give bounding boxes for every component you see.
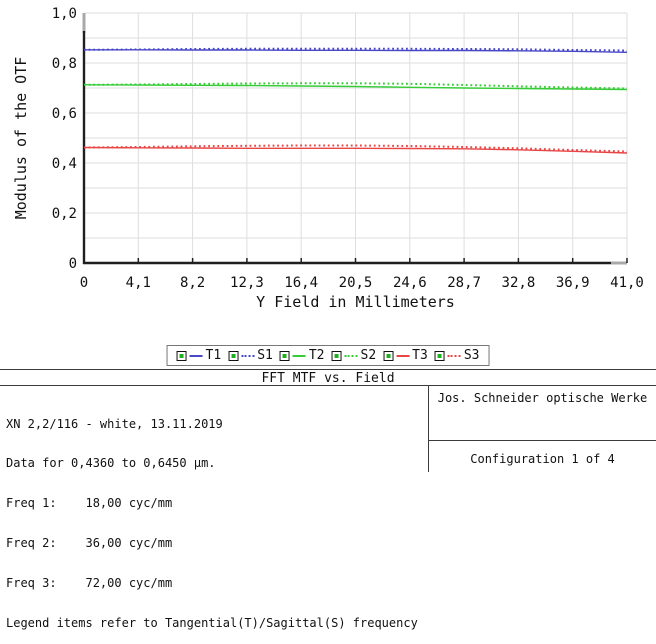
footer-top-rule xyxy=(0,369,656,370)
checkmark-icon xyxy=(231,353,236,358)
lens-name-line: XN 2,2/116 - white, 13.11.2019 xyxy=(6,416,223,431)
series-legend: T1 S1 T2 S2 T3 S3 xyxy=(166,345,490,366)
legend-line-sample-dotted xyxy=(447,354,461,357)
footer-right-divider xyxy=(429,440,656,441)
company-name: Jos. Schneider optische Werke xyxy=(437,391,648,405)
wavelength-line: Data for 0,4360 to 0,6450 µm. xyxy=(6,456,216,471)
x-tick-label: 32,8 xyxy=(502,275,536,291)
mtf-chart: 1,0 0,8 0,6 0,4 0,2 0 0 4,1 8,2 12,3 16,4 20,5 24,6 2… xyxy=(12,6,644,311)
x-axis-title: Y Field in Millimeters xyxy=(256,293,455,311)
x-tick-label: 12,3 xyxy=(230,275,264,291)
y-tick-label: 0,4 xyxy=(52,156,77,172)
legend-item-label: T1 xyxy=(205,348,222,363)
series-S1 xyxy=(83,47,628,52)
legend-item-label: T3 xyxy=(412,348,428,363)
mtf-plot-canvas: 1,0 0,8 0,6 0,4 0,2 00 4,1 8,2 12,3 16,4 20,5 24,6 2… xyxy=(12,6,644,311)
plot-title: FFT MTF vs. Field xyxy=(261,371,395,386)
x-tick-label: 36,9 xyxy=(556,275,590,291)
x-tick-label: 20,5 xyxy=(339,275,373,291)
series-S3 xyxy=(83,144,628,153)
y-tick-label: 0,6 xyxy=(52,106,77,122)
legend-item-S3[interactable]: S3 xyxy=(434,348,480,363)
checkmark-icon xyxy=(437,353,442,358)
legend-item-label: S3 xyxy=(463,348,480,363)
y-tick-label: 1,0 xyxy=(52,6,77,22)
x-tick-label: 16,4 xyxy=(284,275,318,291)
y-tick-label: 0,8 xyxy=(52,56,77,72)
series-T2 xyxy=(83,84,628,91)
legend-note-line: Legend items refer to Tangential(T)/Sagi… xyxy=(6,616,418,631)
x-tick-label: 0 xyxy=(80,275,88,291)
checkmark-icon xyxy=(386,353,391,358)
legend-item-label: S1 xyxy=(257,348,273,363)
legend-line-sample-solid xyxy=(396,354,410,357)
freq3-line: Freq 3: 72,00 cyc/mm xyxy=(6,576,173,591)
x-tick-label: 41,0 xyxy=(610,275,644,291)
legend-checkbox-icon[interactable] xyxy=(383,350,394,361)
legend-item-T1[interactable]: T1 xyxy=(176,348,222,363)
legend-item-label: T2 xyxy=(308,348,325,363)
checkmark-icon xyxy=(282,353,287,358)
legend-checkbox-icon[interactable] xyxy=(228,350,239,361)
series-T1 xyxy=(84,49,628,53)
y-tick-label: 0,2 xyxy=(52,206,77,222)
x-tick-label: 24,6 xyxy=(393,275,427,291)
legend-line-sample-solid xyxy=(189,354,203,357)
series-T3 xyxy=(83,146,628,154)
footer-title-rule xyxy=(0,385,656,386)
legend-line-sample-dotted xyxy=(241,354,255,357)
y-tick-label: 0 xyxy=(69,256,77,272)
legend-line-sample-dotted xyxy=(344,354,358,357)
footer-vertical-divider xyxy=(428,386,429,472)
legend-item-S1[interactable]: S1 xyxy=(228,349,273,362)
legend-item-T3[interactable]: T3 xyxy=(383,349,428,362)
legend-checkbox-icon[interactable] xyxy=(434,350,445,361)
series-S2 xyxy=(83,82,628,90)
legend-checkbox-icon[interactable] xyxy=(331,350,342,361)
y-axis-title: Modulus of the OTF xyxy=(12,57,30,220)
legend-item-label: S2 xyxy=(360,348,377,363)
x-tick-label: 8,2 xyxy=(180,275,205,291)
legend-line-sample-solid xyxy=(292,354,306,357)
legend-checkbox-icon[interactable] xyxy=(279,350,290,361)
legend-item-T2[interactable]: T2 xyxy=(279,348,325,363)
x-tick-label: 28,7 xyxy=(447,275,481,291)
checkmark-icon xyxy=(179,353,184,358)
checkmark-icon xyxy=(334,353,339,358)
legend-item-S2[interactable]: S2 xyxy=(331,348,377,363)
x-tick-label: 4,1 xyxy=(126,275,151,291)
legend-checkbox-icon[interactable] xyxy=(176,350,187,361)
lens-info-block: XN 2,2/116 - white, 13.11.2019 Data for … xyxy=(6,391,418,644)
configuration-label: Configuration 1 of 4 xyxy=(470,452,615,466)
freq2-line: Freq 2: 36,00 cyc/mm xyxy=(6,536,173,551)
freq1-line: Freq 1: 18,00 cyc/mm xyxy=(6,496,173,511)
